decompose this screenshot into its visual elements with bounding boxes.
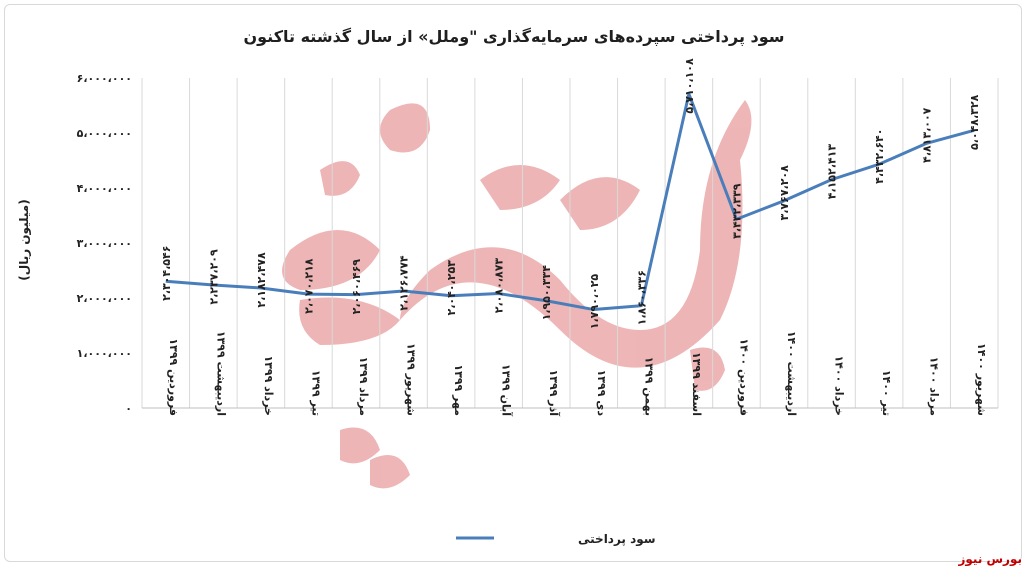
data-label: ۲،۱۸۲،۴۷۸ [255,252,268,308]
data-label: ۳،۴۳۲،۳۳۹ [730,183,743,239]
y-tick-label: ۳،۰۰۰،۰۰۰ [77,237,132,250]
legend-label: سود پرداختی [578,532,656,547]
data-label: ۴،۱۵۲،۴۱۳ [826,144,839,200]
x-tick-label: مرداد ۱۴۰۰ [928,357,941,416]
x-tick-label: آذر ۱۳۹۹ [547,370,561,417]
data-label: ۴،۸۱۳،۰۰۷ [921,107,934,163]
x-tick-label: شهریور ۱۳۹۹ [405,343,418,416]
data-label: ۴،۴۳۲،۶۴۰ [873,129,886,184]
data-labels: ۲،۳۰۴،۵۴۶ ۲،۲۳۷،۲۰۹ ۲،۱۸۲،۴۷۸ ۲،۰۷۰،۲۱۸ ۲،۰۶… [160,58,981,329]
x-tick-label: بهمن ۱۳۹۹ [642,357,655,416]
y-tick-label: ۱،۰۰۰،۰۰۰ [77,347,132,360]
data-label: ۵،۷۱۰،۱۰۸ [683,58,696,114]
y-tick-label: ۴،۰۰۰،۰۰۰ [77,182,132,195]
x-tick-label: مهر ۱۳۹۹ [452,364,465,416]
series-line [165,92,975,312]
data-label: ۱،۸۶۰،۳۳۶ [635,270,648,325]
grid [141,78,999,409]
y-tick-label: ۰ [125,402,132,415]
data-label: ۱،۷۹۰،۰۲۵ [588,274,601,330]
series-layer [165,92,975,312]
x-tick-label: دی ۱۳۹۹ [595,370,608,417]
data-label: ۲،۰۶۰،۴۶۹ [350,259,363,315]
y-tick-label: ۵،۰۰۰،۰۰۰ [77,127,132,140]
data-label: ۲،۳۰۴،۵۴۶ [160,246,173,301]
chart-title: سود پرداختی سپرده‌های سرمایه‌گذاری "وملل… [243,27,784,47]
x-tick-label: مرداد ۱۳۹۹ [357,357,370,416]
x-tick-label: شهریور ۱۴۰۰ [975,343,988,416]
x-tick-label: خرداد ۱۳۹۹ [262,355,275,416]
x-tick-label: خرداد ۱۴۰۰ [833,355,846,416]
watermark-logo [282,100,752,489]
x-tick-label: فروردین ۱۴۰۰ [737,338,750,416]
legend: سود پرداختی [456,532,656,547]
y-axis: ۰ ۱،۰۰۰،۰۰۰ ۲،۰۰۰،۰۰۰ ۳،۰۰۰،۰۰۰ ۴،۰۰۰،۰۰۰ ۵،۰… [77,72,132,415]
x-tick-label: فروردین ۱۳۹۹ [167,338,180,416]
source-label: بورس نیوز [958,552,1022,566]
x-tick-label: تیر ۱۴۰۰ [880,370,893,416]
data-label: ۲،۲۳۷،۲۰۹ [207,249,220,305]
data-label: ۳،۷۶۷،۲۰۸ [778,165,791,221]
data-label: ۲،۱۲۶،۷۷۴ [398,255,411,311]
x-tick-label: تیر ۱۳۹۹ [309,370,322,416]
data-label: ۲،۰۷۰،۲۱۸ [302,258,315,314]
data-label: ۱،۹۵۰،۳۳۴ [540,265,553,321]
y-axis-label: (میلیون ریال) [17,199,32,280]
x-tick-label: آبان ۱۳۹۹ [500,364,514,416]
y-tick-label: ۶،۰۰۰،۰۰۰ [77,72,132,85]
x-tick-label: اردیبهشت ۱۴۰۰ [785,331,798,416]
data-label: ۲،۰۸۰،۸۷۳ [493,258,506,314]
data-label: ۲،۰۴۰،۲۵۳ [445,260,458,316]
x-tick-label: اسفند ۱۳۹۹ [690,352,703,416]
y-tick-label: ۲،۰۰۰،۰۰۰ [77,292,132,305]
data-label: ۵،۰۴۸،۳۲۸ [968,94,981,150]
x-tick-label: اردیبهشت ۱۳۹۹ [214,331,227,416]
x-axis: فروردین ۱۳۹۹ اردیبهشت ۱۳۹۹ خرداد ۱۳۹۹ تیر ۱… [167,331,988,417]
